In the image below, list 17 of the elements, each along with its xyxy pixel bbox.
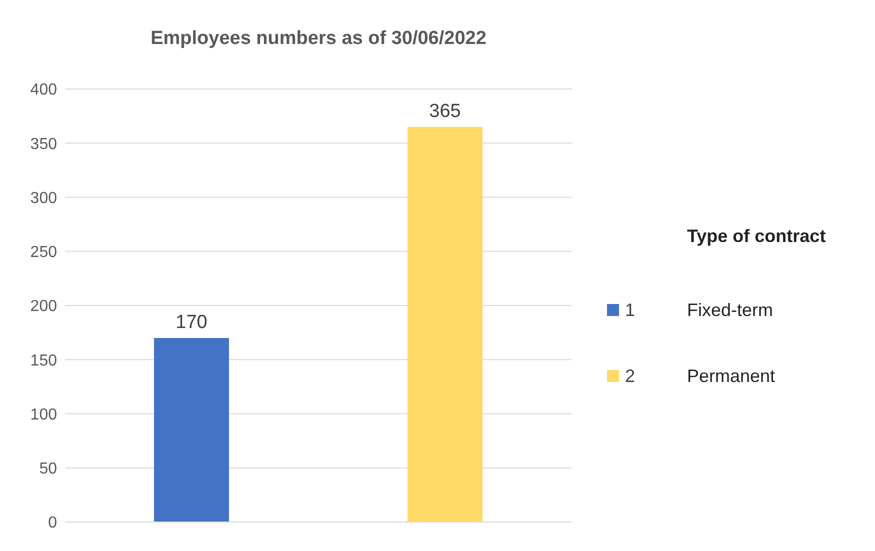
y-tick-label: 100	[30, 406, 58, 424]
y-tick-label: 350	[30, 136, 58, 153]
chart-title: Employees numbers as of 30/06/2022	[150, 28, 488, 50]
y-tick-label: 0	[48, 514, 58, 532]
legend-label: 1	[625, 300, 636, 320]
y-tick-label: 50	[39, 460, 58, 478]
text: Fixed-term	[687, 300, 774, 320]
legend-title: Type of contract	[687, 226, 826, 247]
legend-label: 2	[625, 366, 636, 386]
y-tick-label: 200	[30, 298, 58, 316]
data-label: 365	[429, 100, 461, 122]
y-tick-label: 150	[30, 352, 58, 370]
y-tick-label: 250	[30, 244, 58, 262]
data-label: 170	[176, 312, 208, 333]
y-tick-label: 400	[30, 82, 58, 99]
y-tick-label: 300	[30, 190, 58, 207]
text: Permanent	[687, 366, 776, 386]
